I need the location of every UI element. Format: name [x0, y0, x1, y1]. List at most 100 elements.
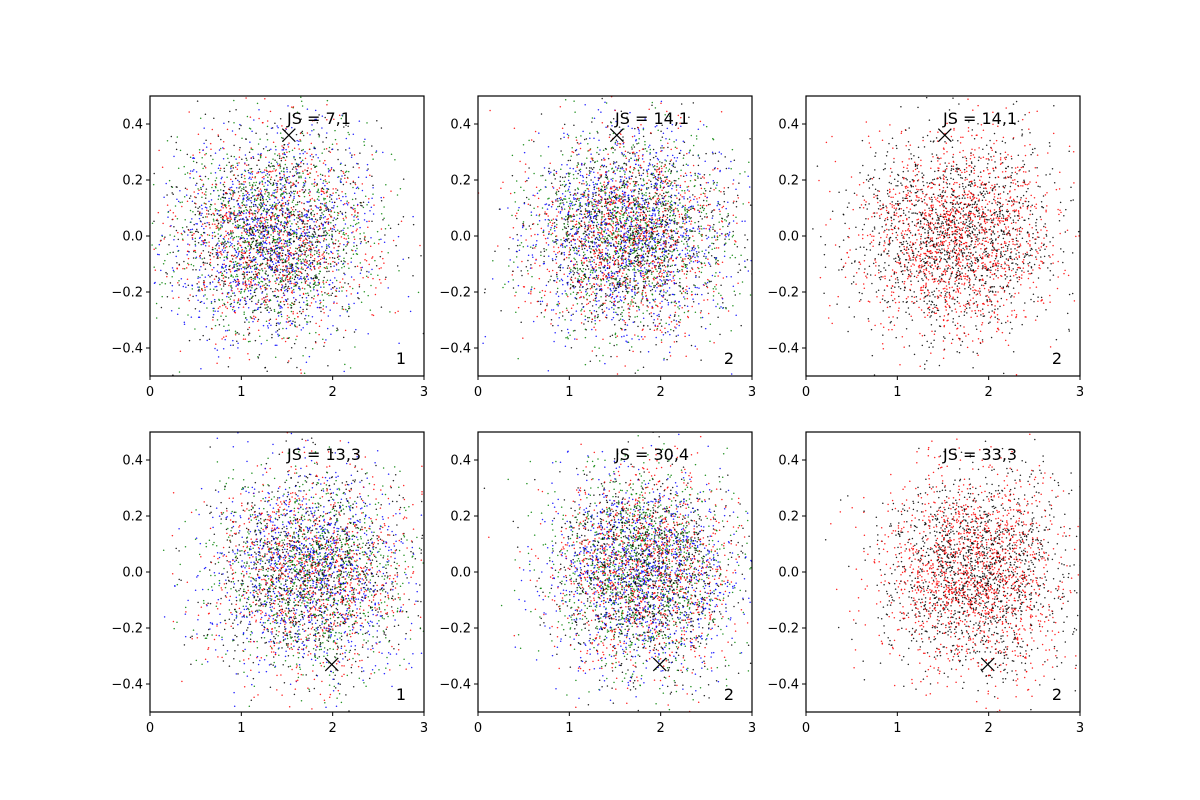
data-point [175, 148, 178, 151]
data-point [197, 290, 200, 292]
data-point [417, 291, 420, 294]
data-point [608, 308, 610, 310]
data-point [298, 285, 300, 288]
data-point [324, 205, 326, 207]
data-point [199, 257, 202, 259]
data-point [563, 136, 565, 139]
data-point [668, 259, 670, 261]
data-point [577, 172, 579, 175]
data-point [701, 250, 703, 252]
data-point [347, 125, 349, 127]
data-point [402, 178, 405, 180]
data-point [263, 235, 266, 238]
data-point [210, 213, 213, 216]
data-point [208, 245, 210, 247]
data-point [270, 176, 273, 178]
data-point [400, 220, 403, 223]
data-point [293, 157, 295, 159]
data-point [153, 248, 155, 251]
data-point [270, 211, 273, 214]
data-point [292, 184, 295, 186]
data-point [289, 280, 291, 283]
data-point [235, 251, 237, 253]
data-point [252, 311, 254, 314]
data-point [231, 267, 234, 269]
data-point [705, 256, 707, 258]
data-point [619, 282, 621, 284]
data-point [274, 280, 276, 283]
data-point [383, 241, 386, 243]
data-point [237, 214, 239, 217]
data-point [229, 232, 232, 235]
data-point [346, 202, 348, 205]
data-point [232, 261, 234, 263]
data-point [269, 257, 272, 259]
data-point [262, 121, 264, 124]
data-point [340, 178, 342, 180]
data-point [295, 171, 297, 173]
data-point [251, 184, 254, 186]
data-point [380, 238, 382, 241]
data-point [212, 319, 214, 321]
data-point [517, 209, 520, 212]
data-point [284, 283, 287, 285]
data-point [564, 319, 566, 321]
data-point [309, 205, 311, 207]
data-point [306, 228, 308, 231]
data-point [250, 317, 253, 319]
data-point [244, 338, 247, 340]
data-point [721, 261, 724, 264]
data-point [540, 227, 543, 230]
data-point [246, 204, 248, 206]
panel-number: 1 [396, 349, 406, 368]
data-point [316, 290, 319, 292]
data-point [270, 324, 272, 327]
data-point [229, 303, 232, 306]
data-point [222, 204, 224, 206]
data-point [351, 232, 353, 234]
data-point [253, 256, 255, 258]
data-point [229, 216, 232, 219]
data-point [242, 252, 244, 254]
data-point [197, 299, 199, 301]
data-point [251, 284, 253, 287]
data-point [303, 276, 306, 278]
data-point [317, 234, 320, 237]
data-point [317, 229, 320, 231]
data-point [331, 257, 334, 259]
data-point [184, 173, 186, 176]
data-point [306, 214, 308, 217]
data-point [720, 110, 723, 113]
data-point [313, 178, 316, 181]
data-point [356, 215, 359, 217]
data-point [167, 211, 169, 213]
data-point [300, 237, 302, 240]
data-point [216, 225, 219, 227]
data-point [318, 279, 320, 281]
data-point [298, 274, 300, 277]
data-point [222, 237, 225, 240]
data-point [323, 234, 326, 237]
data-point [297, 238, 300, 241]
data-point [274, 159, 276, 161]
data-point [202, 185, 204, 188]
data-point [273, 249, 276, 252]
data-point [254, 216, 256, 219]
data-point [262, 324, 265, 327]
data-point [176, 267, 178, 269]
data-point [306, 201, 308, 203]
data-point [290, 243, 292, 245]
data-point [242, 262, 245, 264]
data-point [511, 174, 514, 177]
data-point [278, 246, 280, 249]
data-point [317, 255, 319, 258]
data-point [183, 230, 185, 232]
data-point [217, 233, 219, 235]
data-point [258, 247, 261, 249]
data-point [270, 309, 272, 311]
data-point [201, 208, 203, 210]
data-point [336, 287, 338, 290]
data-point [233, 155, 236, 158]
data-point [749, 204, 752, 206]
data-point [286, 289, 289, 292]
